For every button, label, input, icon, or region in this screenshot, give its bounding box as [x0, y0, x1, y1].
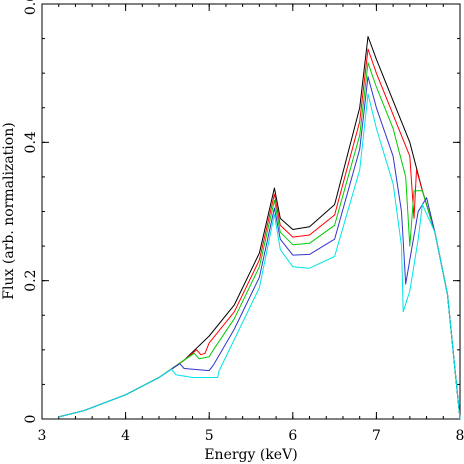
- x-tick-label: 6: [288, 428, 297, 444]
- y-tick-label: 0: [23, 415, 39, 424]
- x-tick-label: 5: [205, 428, 214, 444]
- series-line-0: [58, 36, 461, 420]
- x-tick-label: 8: [456, 428, 464, 444]
- series-line-4: [58, 93, 461, 420]
- y-tick-label: 0.2: [23, 270, 39, 292]
- y-tick-label: 0.6: [23, 0, 39, 15]
- data-curves: [58, 36, 461, 420]
- series-line-3: [58, 76, 461, 420]
- series-line-2: [58, 62, 461, 420]
- series-line-1: [58, 48, 461, 420]
- x-tick-label: 3: [38, 428, 47, 444]
- x-axis-title: Energy (keV): [204, 447, 297, 463]
- x-tick-label: 4: [121, 428, 130, 444]
- axis-ticks: 3 4 5 6 7 8 0 0.2 0.4 0.6: [23, 0, 464, 444]
- y-axis-title: Flux (arb. normalization): [1, 122, 17, 299]
- y-tick-label: 0.4: [23, 131, 39, 153]
- x-tick-label: 7: [372, 428, 381, 444]
